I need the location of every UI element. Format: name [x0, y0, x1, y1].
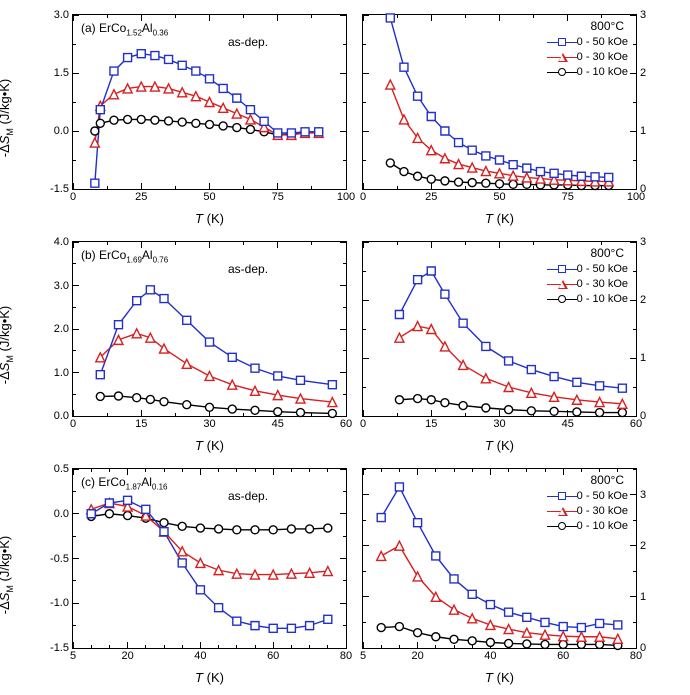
y-axis-label: -ΔSM (J/kg•K): [0, 535, 15, 614]
legend-item-10: 0 - 10 kOe: [547, 292, 628, 307]
x-axis-label: T (K): [72, 670, 347, 685]
x-axis-label: T (K): [72, 211, 347, 226]
plot-c-left: (c) ErCo1.87Al0.16 as-dep. 520406080-1.5…: [72, 468, 347, 649]
annot-asdep: as-dep.: [228, 262, 268, 276]
y-axis-label: -ΔSM (J/kg•K): [0, 306, 15, 385]
x-axis-label: T (K): [72, 438, 347, 453]
panel-row-a: -ΔSM (J/kg•K) (a) ErCo1.52Al0.36 as-dep.…: [0, 8, 690, 228]
plot-c-right: 800°C 0 - 50 kOe 0 - 30 kOe 0 - 10 kOe 5…: [362, 468, 637, 649]
legend-item-10: 0 - 10 kOe: [547, 65, 628, 80]
legend-item-30: 0 - 30 kOe: [547, 50, 628, 65]
legend-item-30: 0 - 30 kOe: [547, 504, 628, 519]
x-axis-label: T (K): [362, 211, 637, 226]
annot-800c: 800°C: [591, 19, 625, 33]
plot-a-left: (a) ErCo1.52Al0.36 as-dep. 0255075100-1.…: [72, 14, 347, 190]
plot-a-right: 800°C 0 - 50 kOe 0 - 30 kOe 0 - 10 kOe 0…: [362, 14, 637, 190]
plot-b-left: (b) ErCo1.69Al0.76 as-dep. 0153045600.01…: [72, 241, 347, 417]
legend-item-50: 0 - 50 kOe: [547, 262, 628, 277]
plot-b-right: 800°C 0 - 50 kOe 0 - 30 kOe 0 - 10 kOe 0…: [362, 241, 637, 417]
legend-item-10: 0 - 10 kOe: [547, 519, 628, 534]
legend: 0 - 50 kOe 0 - 30 kOe 0 - 10 kOe: [547, 489, 628, 534]
panel-a-title: (a) ErCo1.52Al0.36: [81, 21, 168, 37]
annot-asdep: as-dep.: [228, 35, 268, 49]
annot-800c: 800°C: [591, 246, 625, 260]
legend-item-50: 0 - 50 kOe: [547, 35, 628, 50]
legend-item-50: 0 - 50 kOe: [547, 489, 628, 504]
x-axis-label: T (K): [362, 670, 637, 685]
panel-row-b: -ΔSM (J/kg•K) (b) ErCo1.69Al0.76 as-dep.…: [0, 235, 690, 455]
panel-c-title: (c) ErCo1.87Al0.16: [81, 475, 168, 491]
legend-item-30: 0 - 30 kOe: [547, 277, 628, 292]
annot-asdep: as-dep.: [228, 489, 268, 503]
panel-b-title: (b) ErCo1.69Al0.76: [81, 248, 168, 264]
legend: 0 - 50 kOe 0 - 30 kOe 0 - 10 kOe: [547, 35, 628, 80]
x-axis-label: T (K): [362, 438, 637, 453]
annot-800c: 800°C: [591, 473, 625, 487]
panel-row-c: -ΔSM (J/kg•K) (c) ErCo1.87Al0.16 as-dep.…: [0, 462, 690, 687]
legend: 0 - 50 kOe 0 - 30 kOe 0 - 10 kOe: [547, 262, 628, 307]
figure: -ΔSM (J/kg•K) (a) ErCo1.52Al0.36 as-dep.…: [0, 0, 690, 695]
y-axis-label: -ΔSM (J/kg•K): [0, 79, 15, 158]
